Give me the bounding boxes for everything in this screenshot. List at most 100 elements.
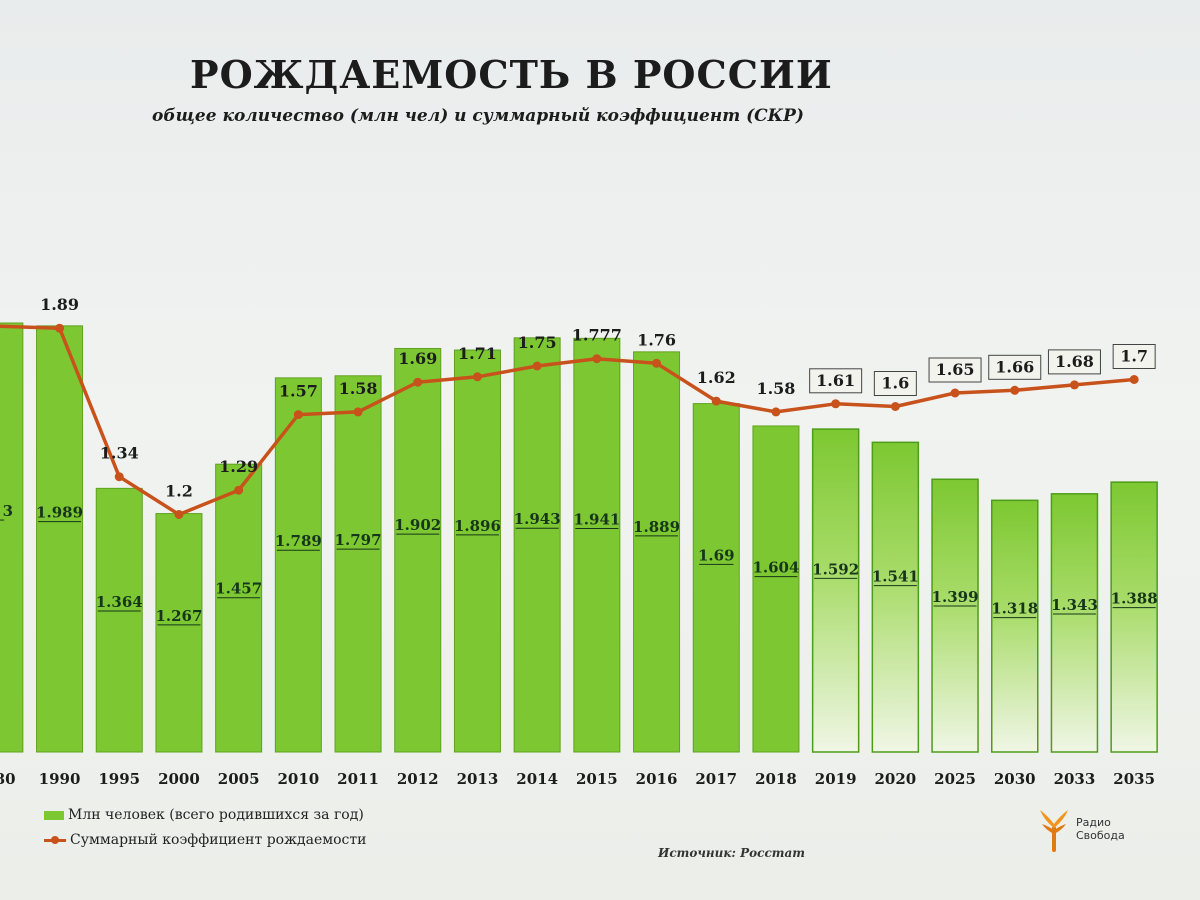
logo: Радио Свобода xyxy=(1036,804,1146,854)
bar-2011 xyxy=(334,375,382,753)
fertility-label-2012: 1.69 xyxy=(398,349,437,368)
fertility-point-2016 xyxy=(652,358,662,368)
fertility-point-2018 xyxy=(771,407,781,417)
bar-label-2033: 1.343 xyxy=(1051,596,1098,614)
fertility-label-2020: 1.6 xyxy=(881,374,909,393)
legend-label-births: Млн человек (всего родившихся за год) xyxy=(68,807,364,823)
x-tick-2016: 2016 xyxy=(636,770,678,788)
x-tick-2000: 2000 xyxy=(158,770,200,788)
bar-label-2016: 1.889 xyxy=(633,518,680,536)
fertility-point-2020 xyxy=(890,402,900,411)
bar-2035 xyxy=(1110,481,1158,753)
fertility-point-2025 xyxy=(950,388,960,398)
bar-label-2017: 1.69 xyxy=(698,546,735,564)
bar-2014 xyxy=(513,337,561,753)
fertility-point-2005 xyxy=(234,485,244,495)
x-tick-2015: 2015 xyxy=(576,770,618,788)
fertility-label-box-2035 xyxy=(1112,344,1156,369)
fertility-label-1995: 1.34 xyxy=(100,444,139,463)
legend-item-fertility-rate: Суммарный коэффициент рождаемости xyxy=(44,829,464,851)
fertility-label-box-2019 xyxy=(809,368,863,394)
legend-swatch-line xyxy=(44,835,66,844)
x-tick-980: 980 xyxy=(0,770,16,788)
fertility-label-2005: 1.29 xyxy=(219,457,258,476)
x-tick-2011: 2011 xyxy=(337,770,379,788)
bar-label-1990: 1.989 xyxy=(36,504,83,522)
bar-label-2019: 1.592 xyxy=(812,560,859,578)
chart-subtitle: общее количество (млн чел) и суммарный к… xyxy=(152,106,804,126)
fertility-label-2016: 1.76 xyxy=(637,330,676,349)
bar-2015 xyxy=(573,337,621,753)
fertility-label-2017: 1.62 xyxy=(697,368,736,387)
bar-label-2025: 1.399 xyxy=(932,588,979,606)
x-tick-2033: 2033 xyxy=(1054,770,1096,788)
bar-label-1995: 1.364 xyxy=(96,593,143,611)
x-tick-2014: 2014 xyxy=(516,770,558,788)
legend-label-fertility-rate: Суммарный коэффициент рождаемости xyxy=(70,832,367,848)
fertility-label-2018: 1.58 xyxy=(756,379,795,398)
bar-2010 xyxy=(274,377,322,753)
bar-label-2018: 1.604 xyxy=(752,559,799,577)
bar-label-2010: 1.789 xyxy=(275,532,322,550)
source-note: Источник: Росстат xyxy=(658,846,805,860)
bar-2020 xyxy=(871,441,920,753)
bar-label-2005: 1.457 xyxy=(215,580,262,598)
x-tick-2013: 2013 xyxy=(457,770,499,788)
bar-2013 xyxy=(453,349,501,753)
x-tick-2017: 2017 xyxy=(695,770,737,788)
bar-2005 xyxy=(215,463,263,753)
fertility-point-2033 xyxy=(1069,380,1079,390)
fertility-label-2010: 1.57 xyxy=(279,382,318,401)
x-tick-2035: 2035 xyxy=(1113,770,1155,788)
fertility-point-2011 xyxy=(353,407,363,417)
bar-label-2020: 1.541 xyxy=(872,568,919,586)
x-tick-2010: 2010 xyxy=(277,770,319,788)
fertility-point-1990 xyxy=(55,323,65,333)
radio-svoboda-logo-icon xyxy=(1040,810,1068,852)
fertility-label-2025: 1.65 xyxy=(936,360,975,379)
births-chart: 3 1.989 1.364 1.267 1.457 1.789 1.797 1.902 1.89… xyxy=(0,295,1158,788)
bar-label-2014: 1.943 xyxy=(514,510,561,528)
logo-text: Радио Свобода xyxy=(1076,816,1125,842)
bar-2000 xyxy=(155,513,203,753)
x-tick-2005: 2005 xyxy=(218,770,260,788)
fertility-point-2010 xyxy=(293,410,303,420)
bar-2019 xyxy=(811,428,860,753)
bar-980 xyxy=(0,322,24,753)
bar-1995 xyxy=(95,487,143,753)
fertility-point-2015 xyxy=(592,354,602,364)
fertility-label-2000: 1.2 xyxy=(165,482,193,501)
bar-label-2013: 1.896 xyxy=(454,517,501,535)
x-tick-2030: 2030 xyxy=(994,770,1036,788)
bar-label-2011: 1.797 xyxy=(335,531,382,549)
fertility-label-2013: 1.71 xyxy=(458,344,497,363)
bar-label-2012: 1.902 xyxy=(394,516,441,534)
bar-1990 xyxy=(36,325,84,753)
fertility-label-2014: 1.75 xyxy=(518,333,557,352)
fertility-label-2035: 1.7 xyxy=(1120,347,1148,366)
fertility-label-2015: 1.777 xyxy=(572,326,622,345)
fertility-point-2017 xyxy=(711,396,721,406)
fertility-point-2019 xyxy=(831,399,841,409)
bar-2016 xyxy=(633,351,681,753)
fertility-point-2014 xyxy=(532,361,542,371)
fertility-point-2012 xyxy=(413,377,423,387)
fertility-line xyxy=(0,324,1135,517)
bar-label-2030: 1.318 xyxy=(991,600,1038,618)
fertility-label-2011: 1.58 xyxy=(339,379,378,398)
bar-2025 xyxy=(931,478,979,753)
bar-2012 xyxy=(394,347,442,753)
fertility-label-2019: 1.61 xyxy=(816,371,855,390)
fertility-label-box-2020 xyxy=(873,371,917,396)
bar-2018 xyxy=(752,425,800,753)
x-tick-2018: 2018 xyxy=(755,770,797,788)
fertility-point-1995 xyxy=(114,472,124,482)
x-tick-1995: 1995 xyxy=(98,770,140,788)
bar-label-2015: 1.941 xyxy=(573,510,620,528)
fertility-point-2013 xyxy=(472,372,482,382)
bar-label-2000: 1.267 xyxy=(155,607,202,625)
x-tick-2025: 2025 xyxy=(934,770,976,788)
x-tick-1990: 1990 xyxy=(39,770,81,788)
bar-2017 xyxy=(692,403,740,753)
x-tick-2020: 2020 xyxy=(874,770,916,788)
